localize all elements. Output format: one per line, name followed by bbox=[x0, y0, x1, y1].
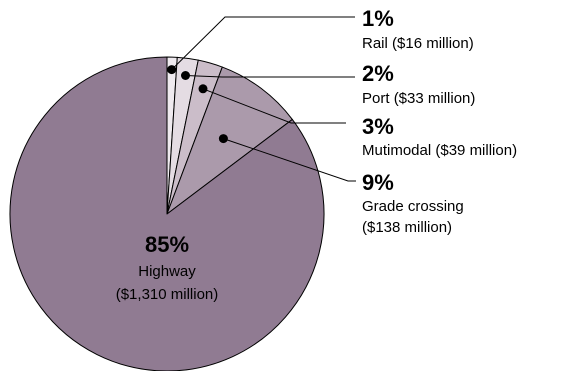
rail-percent-label: 1% bbox=[362, 6, 394, 31]
rail-category-label: Rail ($16 million) bbox=[362, 35, 474, 52]
highway-category-label: Highway bbox=[138, 263, 196, 280]
highway-percent-label: 85% bbox=[145, 232, 189, 257]
multimodal-percent-label: 3% bbox=[362, 114, 394, 139]
port-category-label: Port ($33 million) bbox=[362, 90, 475, 107]
leader-line-multimodal bbox=[202, 88, 346, 124]
leader-lines bbox=[167, 16, 356, 182]
highway-amount-label: ($1,310 million) bbox=[116, 286, 219, 303]
leader-line-grade bbox=[223, 138, 356, 182]
pie-slices bbox=[9, 56, 325, 371]
leader-dot-grade bbox=[218, 134, 228, 144]
leader-dot-rail bbox=[167, 65, 177, 75]
multimodal-category-label: Mutimodal ($39 million) bbox=[362, 142, 517, 159]
leader-dot-port bbox=[181, 71, 190, 80]
grade-crossing-percent-label: 9% bbox=[362, 170, 394, 195]
leader-line-port bbox=[185, 75, 355, 78]
leader-line-rail bbox=[171, 16, 355, 70]
pie-slice-highway bbox=[9, 56, 325, 371]
grade-crossing-amount-label: ($138 million) bbox=[362, 219, 452, 236]
leader-dot-multimodal bbox=[198, 84, 208, 94]
port-percent-label: 2% bbox=[362, 61, 394, 86]
grade-crossing-category-label: Grade crossing bbox=[362, 198, 464, 215]
